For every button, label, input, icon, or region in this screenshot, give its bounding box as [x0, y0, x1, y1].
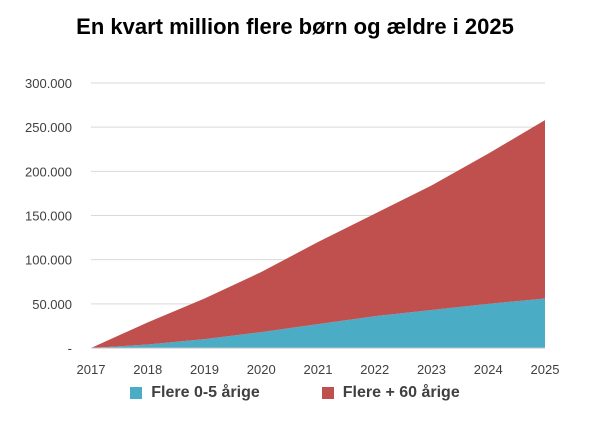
legend-label-60plus: Flere + 60 årige — [342, 384, 460, 401]
y-tick-label: 200.000 — [25, 164, 72, 179]
x-tick-label: 2023 — [417, 362, 446, 377]
y-tick-label: - — [68, 341, 72, 356]
x-tick-label: 2017 — [77, 362, 106, 377]
y-tick-label: 150.000 — [25, 209, 72, 224]
area-series-1 — [91, 120, 545, 348]
legend-item-0-5: Flere 0-5 årige — [130, 384, 260, 402]
x-tick-label: 2019 — [190, 362, 219, 377]
y-tick-label: 50.000 — [32, 297, 72, 312]
x-tick-label: 2025 — [531, 362, 560, 377]
plot-area: - 50.000 100.000 150.000 200.000 250.000 300.0… — [25, 76, 560, 377]
x-tick-label: 2018 — [133, 362, 162, 377]
y-tick-label: 300.000 — [25, 76, 72, 91]
x-tick-label: 2024 — [474, 362, 503, 377]
y-tick-label: 250.000 — [25, 120, 72, 135]
x-tick-label: 2020 — [247, 362, 276, 377]
y-tick-label: 100.000 — [25, 253, 72, 268]
x-axis: 2017 2018 2019 2020 2021 2022 2023 2024 2025 — [77, 347, 560, 377]
chart-title: En kvart million flere børn og ældre i 2… — [76, 14, 514, 39]
x-tick-label: 2022 — [360, 362, 389, 377]
legend: Flere 0-5 årige Flere + 60 årige — [0, 384, 590, 402]
area-series-0 — [91, 298, 545, 348]
x-tick-label: 2021 — [304, 362, 333, 377]
legend-label-0-5: Flere 0-5 årige — [151, 384, 260, 401]
legend-swatch-60plus — [321, 387, 334, 399]
legend-swatch-0-5 — [130, 387, 143, 399]
y-axis: - 50.000 100.000 150.000 200.000 250.000 300.0… — [25, 76, 72, 356]
legend-item-60plus: Flere + 60 årige — [321, 384, 460, 402]
area-series — [91, 120, 545, 348]
